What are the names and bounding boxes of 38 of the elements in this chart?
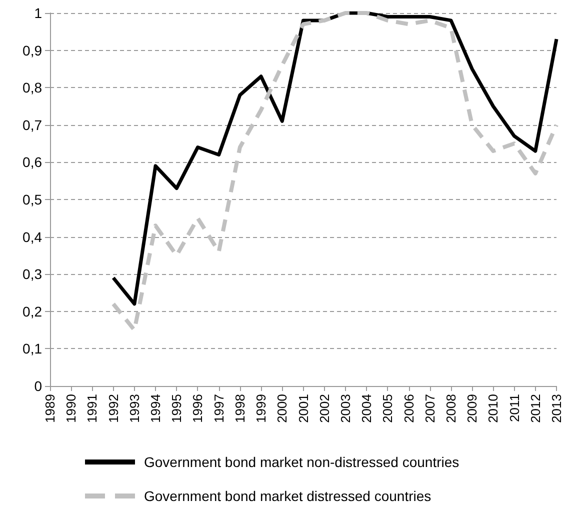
x-tick-label: 1993	[126, 394, 142, 423]
y-tick-label: 0	[34, 378, 42, 394]
x-tick-label: 2012	[528, 394, 543, 423]
x-tick-label: 2002	[316, 394, 332, 423]
x-tick-label: 2011	[506, 394, 522, 422]
x-tick-label: 2008	[443, 394, 458, 423]
y-tick-label: 0,1	[22, 340, 42, 357]
x-tick-label: 1996	[190, 394, 206, 423]
x-tick-label: 1997	[211, 394, 226, 423]
y-tick-label: 0,2	[22, 303, 42, 320]
x-tick-label: 1994	[148, 394, 164, 423]
x-tick-label: 2005	[380, 394, 396, 423]
x-tick-label: 2004	[359, 394, 374, 423]
x-tick-label: 2010	[486, 394, 501, 423]
x-tick-label: 2013	[549, 394, 563, 423]
x-tick-label: 1998	[232, 394, 248, 423]
x-tick-label: 2003	[338, 394, 353, 423]
y-tick-label: 0,6	[22, 154, 42, 170]
x-tick-label: 1989	[42, 394, 58, 423]
x-tick-label: 2007	[422, 394, 438, 423]
y-tick-label: 0,4	[22, 228, 42, 245]
x-tick-label: 1990	[64, 394, 79, 423]
y-tick-label: 0,5	[22, 192, 42, 208]
y-tick-label: 0,7	[22, 116, 42, 133]
x-tick-label: 2006	[401, 394, 416, 423]
x-tick-label: 1991	[84, 394, 100, 423]
y-tick-label: 0,9	[22, 42, 42, 58]
x-tick-label: 2009	[464, 394, 480, 423]
x-tick-label: 1999	[254, 394, 269, 423]
legend-label: Government bond market non-distressed countries	[144, 454, 460, 470]
y-tick-label: 0,3	[22, 266, 42, 282]
x-tick-label: 2001	[296, 394, 311, 423]
y-tick-label: 0,8	[22, 80, 42, 96]
legend-label: Government bond market distressed countries	[144, 488, 432, 504]
x-tick-label: 1995	[169, 394, 184, 423]
x-tick-label: 2000	[274, 394, 290, 423]
x-tick-label: 1992	[106, 394, 121, 423]
y-tick-label: 1	[34, 5, 42, 21]
